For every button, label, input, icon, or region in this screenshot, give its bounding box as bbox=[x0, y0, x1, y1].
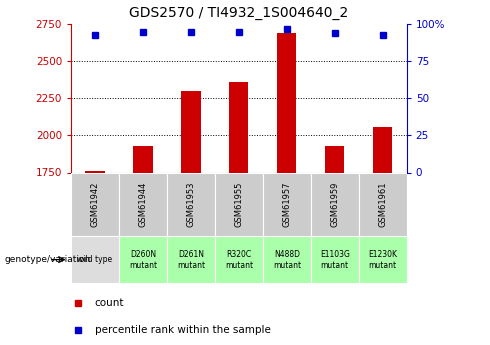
Bar bbox=[229, 82, 248, 172]
Bar bbox=[167, 236, 215, 283]
Bar bbox=[85, 171, 105, 172]
Title: GDS2570 / TI4932_1S004640_2: GDS2570 / TI4932_1S004640_2 bbox=[129, 6, 348, 20]
Bar bbox=[71, 236, 119, 283]
Text: GSM61961: GSM61961 bbox=[378, 182, 387, 227]
Text: GSM61957: GSM61957 bbox=[282, 182, 292, 227]
Text: N488D
mutant: N488D mutant bbox=[273, 249, 301, 270]
Text: count: count bbox=[95, 298, 124, 308]
Bar bbox=[71, 172, 119, 236]
Bar bbox=[119, 172, 167, 236]
Text: D260N
mutant: D260N mutant bbox=[129, 249, 157, 270]
Bar bbox=[325, 146, 344, 172]
Text: genotype/variation: genotype/variation bbox=[5, 255, 91, 264]
Text: percentile rank within the sample: percentile rank within the sample bbox=[95, 325, 270, 335]
Bar bbox=[119, 236, 167, 283]
Text: E1103G
mutant: E1103G mutant bbox=[320, 249, 350, 270]
Bar bbox=[181, 91, 200, 172]
Bar bbox=[373, 127, 392, 172]
Text: GSM61953: GSM61953 bbox=[186, 182, 196, 227]
Bar bbox=[359, 172, 407, 236]
Bar bbox=[133, 146, 152, 172]
Bar bbox=[263, 172, 311, 236]
Bar bbox=[311, 236, 359, 283]
Text: wild type: wild type bbox=[77, 255, 113, 264]
Bar bbox=[277, 33, 296, 172]
Text: GSM61955: GSM61955 bbox=[234, 182, 244, 227]
Bar bbox=[215, 172, 263, 236]
Bar bbox=[263, 236, 311, 283]
Text: GSM61944: GSM61944 bbox=[139, 182, 147, 227]
Text: R320C
mutant: R320C mutant bbox=[225, 249, 253, 270]
Text: D261N
mutant: D261N mutant bbox=[177, 249, 205, 270]
Bar bbox=[359, 236, 407, 283]
Text: E1230K
mutant: E1230K mutant bbox=[368, 249, 397, 270]
Bar bbox=[311, 172, 359, 236]
Text: GSM61959: GSM61959 bbox=[330, 182, 339, 227]
Bar bbox=[167, 172, 215, 236]
Bar bbox=[215, 236, 263, 283]
Text: GSM61942: GSM61942 bbox=[91, 182, 99, 227]
